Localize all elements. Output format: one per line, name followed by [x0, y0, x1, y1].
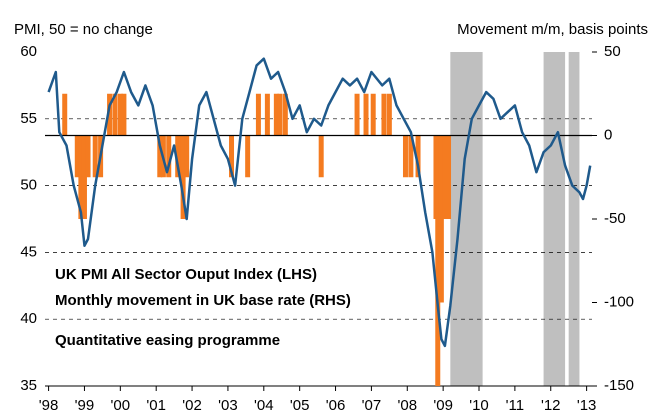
y-tick-label: 35	[20, 377, 37, 394]
bar	[438, 135, 444, 303]
x-tick-label: '05	[290, 397, 310, 414]
x-tick-label: '13	[577, 397, 597, 414]
bar	[121, 93, 127, 136]
y-tick-label: 45	[20, 243, 37, 260]
bar	[282, 93, 288, 136]
bar	[354, 93, 360, 136]
x-tick-label: '12	[541, 397, 561, 414]
bar	[81, 135, 87, 219]
bar	[62, 93, 68, 136]
bar	[408, 135, 414, 178]
qe-period	[450, 52, 483, 386]
bar	[255, 93, 261, 136]
bar	[92, 135, 98, 178]
x-tick-label: '10	[469, 397, 489, 414]
bar	[107, 93, 113, 136]
bar	[112, 93, 118, 136]
pmi-line	[47, 57, 592, 348]
bar	[245, 135, 251, 178]
bar	[402, 135, 408, 178]
x-tick-label: '03	[218, 397, 238, 414]
x-tick-label: '98	[39, 397, 59, 414]
bar	[180, 135, 186, 219]
bar	[184, 135, 190, 178]
x-tick-label: '11	[506, 397, 524, 414]
x-tick-label: '08	[397, 397, 417, 414]
qe-period	[568, 52, 580, 386]
bar	[157, 135, 163, 178]
y2-axis-label: Movement m/m, basis points	[457, 21, 648, 38]
x-tick-label: '04	[254, 397, 274, 414]
bar	[442, 135, 448, 219]
bar	[175, 135, 181, 178]
x-tick-label: '01	[146, 397, 166, 414]
bar	[74, 135, 80, 178]
legend-entry: UK PMI All Sector Ouput Index (LHS)	[55, 266, 317, 283]
y-tick-label: 40	[20, 310, 37, 327]
bar	[78, 135, 84, 219]
x-tick-label: '07	[362, 397, 382, 414]
x-tick-label: '00	[111, 397, 131, 414]
y-axis-label: PMI, 50 = no change	[14, 21, 153, 38]
x-tick-label: '09	[433, 397, 453, 414]
bar	[363, 93, 369, 136]
bar	[415, 135, 421, 178]
bar	[166, 135, 172, 178]
y-tick-label: 55	[20, 110, 37, 127]
bar	[370, 93, 376, 136]
bar	[273, 93, 279, 136]
bar	[435, 135, 441, 386]
bar	[229, 135, 235, 178]
bar	[318, 135, 324, 178]
y-tick-label: 50	[20, 177, 37, 194]
y2-tick-label: -150	[604, 377, 634, 394]
bar	[446, 135, 452, 219]
qe-period	[543, 52, 566, 386]
y2-tick-label: -100	[604, 293, 634, 310]
y2-tick-label: 0	[604, 126, 612, 143]
x-tick-label: '02	[182, 397, 202, 414]
bar	[264, 93, 270, 136]
x-tick-label: '99	[75, 397, 95, 414]
x-tick-label: '06	[326, 397, 346, 414]
y2-tick-label: 50	[604, 43, 621, 60]
bar	[85, 135, 91, 178]
bar	[381, 93, 387, 136]
legend-entry: Monthly movement in UK base rate (RHS)	[55, 292, 351, 309]
bar	[386, 93, 392, 136]
y-tick-label: 60	[20, 43, 37, 60]
bar	[277, 93, 283, 136]
y2-tick-label: -50	[604, 210, 626, 227]
bar	[117, 93, 123, 136]
legend-entry: Quantitative easing programme	[55, 332, 280, 349]
